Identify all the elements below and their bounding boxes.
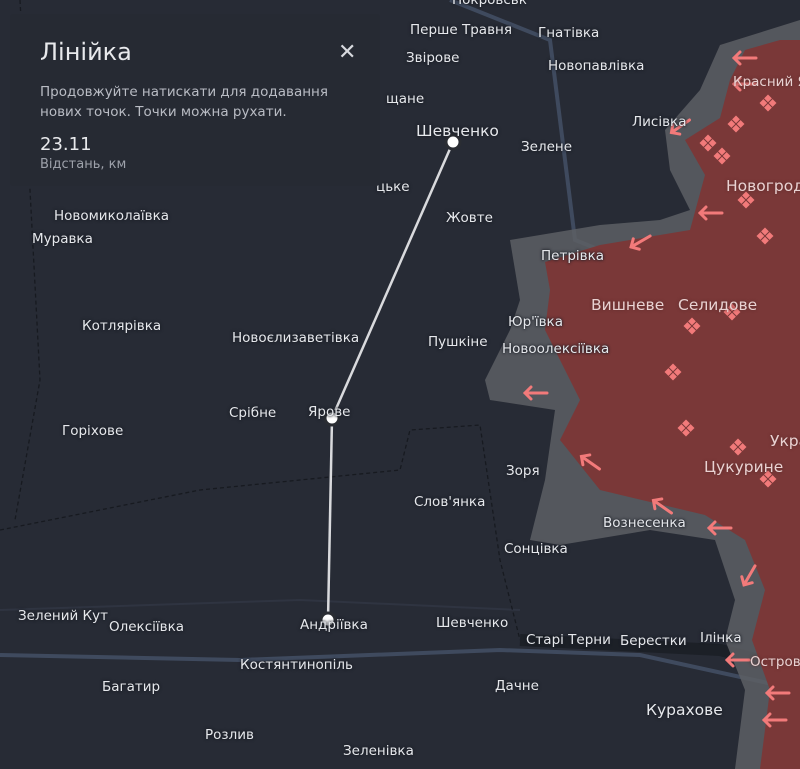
- place-label: Петрівка: [541, 248, 605, 264]
- place-label: Ілінка: [700, 630, 742, 646]
- attack-marker-icon: [729, 438, 747, 456]
- place-label: Курахове: [646, 701, 723, 719]
- panel-hint: Продовжуйте натискати для додавання нови…: [40, 84, 329, 120]
- place-label: Ярове: [308, 404, 351, 420]
- place-label: Дачне: [495, 678, 539, 694]
- place-label: Новоєлизаветівка: [232, 330, 360, 346]
- place-label: Андріївка: [300, 617, 368, 633]
- ruler-point[interactable]: [323, 409, 341, 427]
- place-label: Новогродівка: [726, 177, 800, 195]
- place-label: Зоря: [506, 463, 540, 479]
- attack-arrow-icon: [706, 520, 733, 536]
- ruler-panel: Лінійка ✕ Продовжуйте натискати для дода…: [10, 14, 380, 186]
- place-label: Зелений Кут: [18, 608, 108, 624]
- attack-arrow-icon: [724, 652, 751, 668]
- attack-markers: [664, 94, 777, 488]
- place-label: Новомиколаївка: [54, 208, 170, 224]
- attack-marker-icon: [713, 147, 731, 165]
- place-label: Острово: [750, 654, 800, 670]
- attack-arrow-icon: [697, 205, 724, 221]
- place-label: Горіхове: [62, 423, 124, 439]
- close-icon[interactable]: ✕: [338, 40, 357, 65]
- ruler-point[interactable]: [319, 611, 337, 629]
- place-label: щане: [386, 91, 425, 107]
- attack-marker-icon: [723, 303, 741, 321]
- ruler-segment: [326, 417, 334, 621]
- panel-title: Лінійка: [40, 38, 132, 66]
- place-label: Новоолексіївка: [502, 341, 610, 357]
- attack-arrow-icon: [761, 712, 788, 728]
- place-label: Шевченко: [436, 615, 509, 631]
- place-label: Жовте: [446, 210, 493, 226]
- place-label: цьке: [376, 179, 410, 195]
- attack-marker-icon: [677, 419, 695, 437]
- place-label: Новопавлівка: [548, 58, 645, 74]
- attack-arrow-icon: [731, 76, 758, 92]
- place-label: Котлярівка: [82, 318, 162, 334]
- distance-value: 23.11: [40, 134, 92, 155]
- attack-arrow-icon: [522, 385, 549, 401]
- attack-arrow-icon: [740, 564, 757, 587]
- place-label: Цукурине: [704, 458, 784, 476]
- place-label: Юр'ївка: [508, 314, 563, 330]
- place-label: Слов'янка: [414, 494, 486, 510]
- attack-arrow-icon: [764, 685, 791, 701]
- place-label: Олексіївка: [109, 619, 185, 635]
- place-label: Вознесенка: [603, 515, 686, 531]
- attack-arrow-icon: [669, 118, 691, 136]
- place-label: Розлив: [205, 727, 254, 743]
- ruler-segment: [330, 141, 455, 419]
- place-label: Селидове: [678, 296, 758, 314]
- attack-marker-icon: [727, 115, 745, 133]
- place-label: Старі Терни: [526, 632, 611, 648]
- place-label: Вишневе: [591, 296, 665, 314]
- place-label: Костянтинопіль: [240, 657, 353, 673]
- attack-marker-icon: [759, 470, 777, 488]
- place-label: Укра: [770, 432, 800, 450]
- occupied-area: [545, 40, 800, 769]
- place-label: Перше Травня: [410, 22, 512, 38]
- distance-label: Відстань, км: [40, 157, 127, 172]
- place-label: Гнатівка: [538, 25, 600, 41]
- place-label: Пушкіне: [428, 334, 488, 350]
- place-label: Муравка: [32, 231, 93, 247]
- attack-arrow-icon: [651, 497, 673, 515]
- attack-marker-icon: [699, 134, 717, 152]
- attack-arrow-icon: [731, 50, 758, 66]
- place-label: Зеленівка: [343, 743, 414, 759]
- place-label: Звірове: [406, 50, 460, 66]
- attack-arrow-icon: [629, 234, 652, 251]
- ruler-point[interactable]: [444, 133, 462, 151]
- place-label: Берестки: [620, 633, 687, 649]
- attack-marker-icon: [683, 317, 701, 335]
- attack-marker-icon: [664, 363, 682, 381]
- attack-arrows: [522, 50, 791, 728]
- ruler-points: [319, 133, 462, 629]
- attack-arrow-icon: [579, 453, 601, 471]
- place-label: Шевченко: [416, 122, 499, 140]
- place-label: Покровськ: [452, 0, 527, 8]
- place-label: Багатир: [102, 679, 161, 695]
- attack-marker-icon: [756, 227, 774, 245]
- place-label: Лисівка: [632, 114, 687, 130]
- place-label: Сонцівка: [504, 541, 568, 557]
- attack-marker-icon: [737, 191, 755, 209]
- place-label: Красний Яр: [733, 74, 800, 90]
- place-label: Срібне: [229, 405, 277, 421]
- place-label: Зелене: [521, 139, 573, 155]
- attack-marker-icon: [759, 94, 777, 112]
